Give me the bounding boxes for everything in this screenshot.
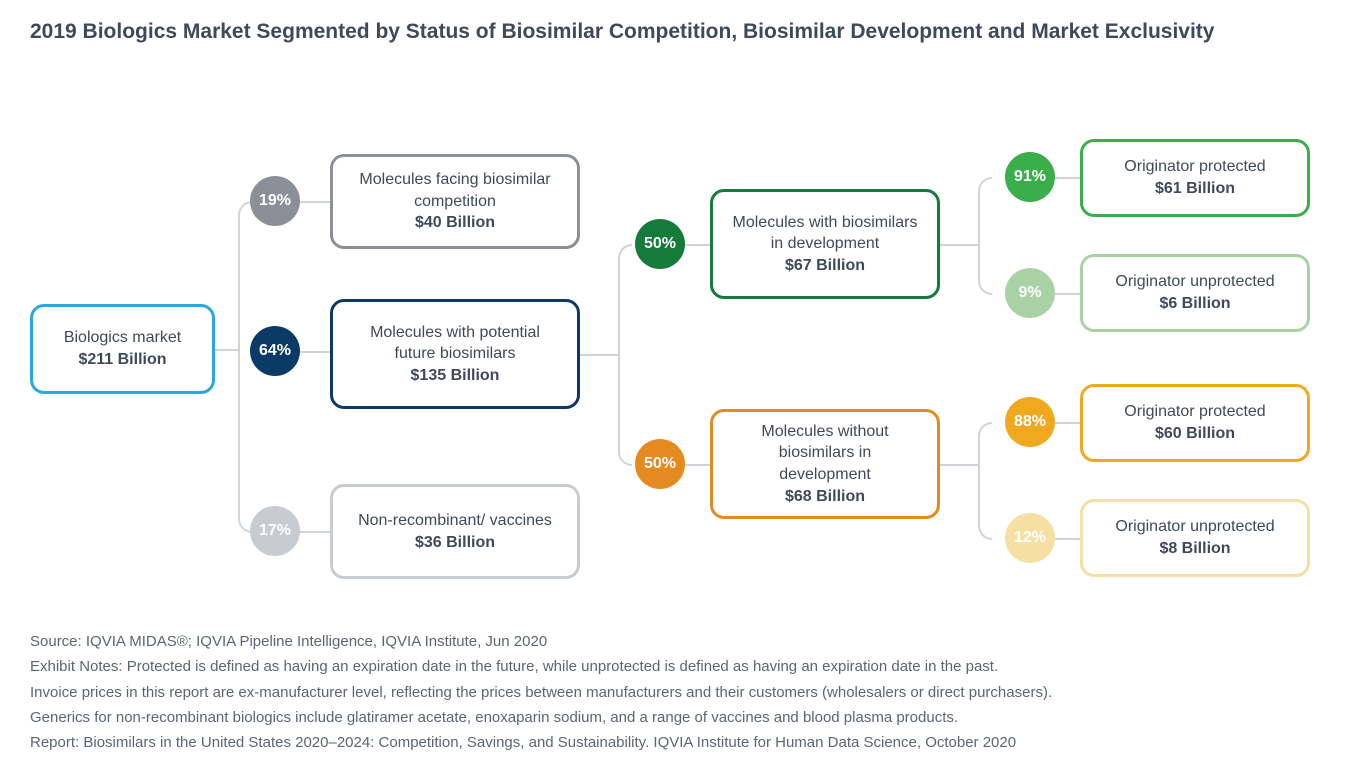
node-value: $67 Billion — [785, 255, 865, 277]
node-label: Molecules facing biosimilar competition — [351, 169, 559, 212]
connector — [940, 464, 980, 466]
connector — [215, 349, 240, 351]
pct-badge: 12% — [1005, 513, 1055, 563]
node-label: Molecules with biosimilars in developmen… — [731, 212, 919, 255]
footer-notes: Source: IQVIA MIDAS®; IQVIA Pipeline Int… — [30, 630, 1322, 754]
connector — [1055, 422, 1080, 424]
node-label: Originator unprotected — [1115, 271, 1274, 293]
connector — [1055, 293, 1080, 295]
pct-badge: 19% — [250, 176, 300, 226]
footer-note: Exhibit Notes: Protected is defined as h… — [30, 655, 1322, 678]
connector — [618, 244, 632, 356]
node-non-recombinant: Non-recombinant/ vaccines $36 Billion — [330, 484, 580, 579]
connector — [978, 244, 992, 295]
connector — [978, 464, 992, 540]
node-value: $68 Billion — [785, 486, 865, 508]
footer-note: Generics for non-recombinant biologics i… — [30, 706, 1322, 729]
node-protected-b: Originator protected $60 Billion — [1080, 384, 1310, 462]
node-potential-future: Molecules with potential future biosimil… — [330, 299, 580, 409]
chart-title: 2019 Biologics Market Segmented by Statu… — [30, 20, 1322, 44]
pct-badge: 50% — [635, 219, 685, 269]
pct-badge: 64% — [250, 326, 300, 376]
node-root: Biologics market $211 Billion — [30, 304, 215, 394]
node-unprotected-b: Originator unprotected $8 Billion — [1080, 499, 1310, 577]
node-label: Molecules without biosimilars in develop… — [731, 421, 919, 486]
node-label: Biologics market — [64, 327, 181, 349]
node-value: $60 Billion — [1155, 423, 1235, 445]
node-value: $61 Billion — [1155, 178, 1235, 200]
node-label: Originator unprotected — [1115, 516, 1274, 538]
connector — [618, 354, 632, 466]
node-without-dev: Molecules without biosimilars in develop… — [710, 409, 940, 519]
node-label: Non-recombinant/ vaccines — [358, 510, 552, 532]
connector — [238, 349, 252, 533]
connector — [978, 422, 992, 466]
node-value: $8 Billion — [1159, 538, 1230, 560]
node-protected-a: Originator protected $61 Billion — [1080, 139, 1310, 217]
node-value: $6 Billion — [1159, 293, 1230, 315]
connector — [580, 354, 620, 356]
connector — [1055, 538, 1080, 540]
flow-diagram: Biologics market $211 Billion Molecules … — [30, 94, 1322, 614]
node-label: Molecules with potential future biosimil… — [351, 322, 559, 365]
connector — [300, 201, 330, 203]
connector — [1055, 177, 1080, 179]
node-value: $211 Billion — [78, 349, 166, 371]
footer-report: Report: Biosimilars in the United States… — [30, 731, 1322, 754]
footer-note: Invoice prices in this report are ex-man… — [30, 681, 1322, 704]
connector — [685, 244, 710, 246]
node-unprotected-a: Originator unprotected $6 Billion — [1080, 254, 1310, 332]
node-label: Originator protected — [1124, 401, 1265, 423]
pct-badge: 91% — [1005, 152, 1055, 202]
connector — [300, 351, 330, 353]
pct-badge: 17% — [250, 506, 300, 556]
pct-badge: 88% — [1005, 397, 1055, 447]
pct-badge: 50% — [635, 439, 685, 489]
connector — [978, 177, 992, 246]
connector — [685, 464, 710, 466]
connector — [300, 531, 330, 533]
pct-badge: 9% — [1005, 268, 1055, 318]
node-value: $40 Billion — [415, 212, 495, 234]
node-with-dev: Molecules with biosimilars in developmen… — [710, 189, 940, 299]
node-facing-competition: Molecules facing biosimilar competition … — [330, 154, 580, 249]
connector — [940, 244, 980, 246]
node-value: $135 Billion — [411, 365, 500, 387]
node-label: Originator protected — [1124, 156, 1265, 178]
node-value: $36 Billion — [415, 532, 495, 554]
footer-source: Source: IQVIA MIDAS®; IQVIA Pipeline Int… — [30, 630, 1322, 653]
connector — [238, 201, 252, 351]
